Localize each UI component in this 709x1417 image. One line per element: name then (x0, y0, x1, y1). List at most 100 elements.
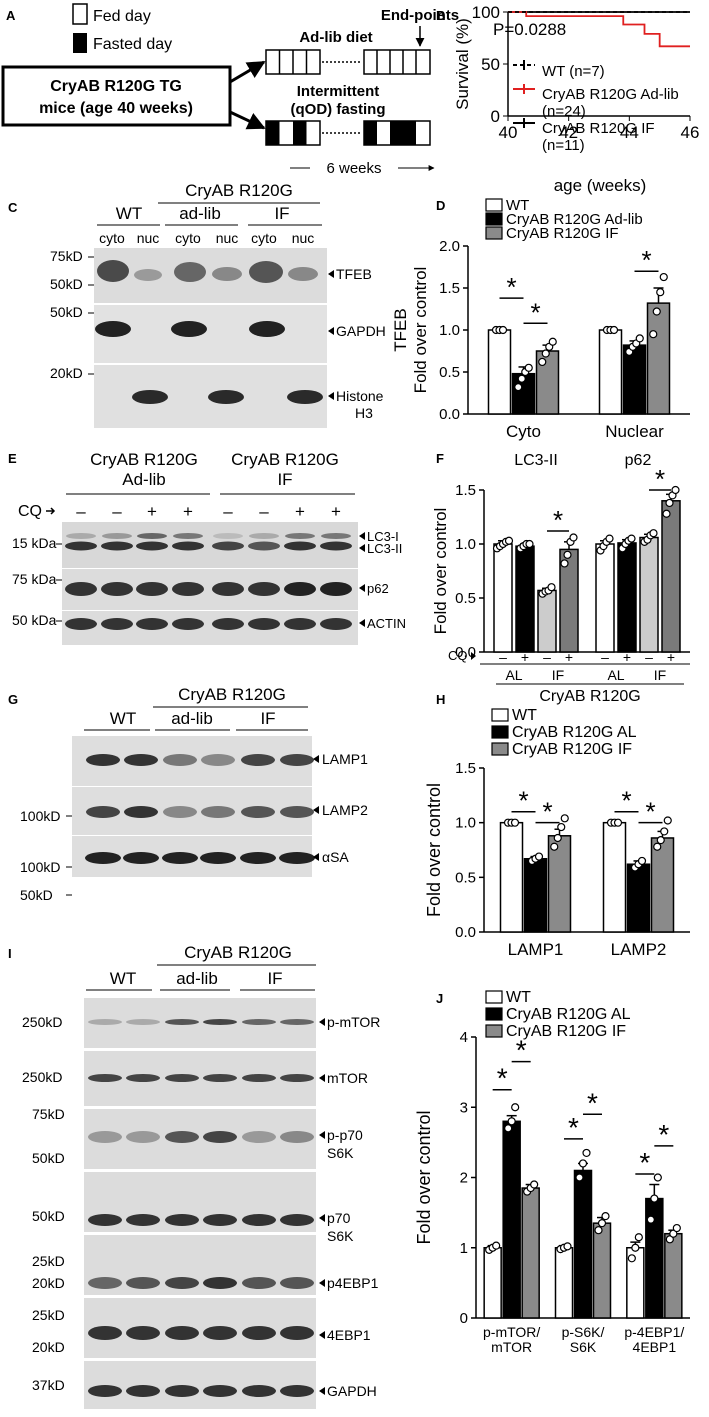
chart-j-sig-star: * (516, 1035, 527, 1066)
chart-h-point (557, 822, 566, 832)
blot-i-band-p70: p70 (327, 1210, 351, 1226)
survival-x-tick-label: 42 (559, 123, 578, 142)
blot-e-marker-3: 50 kDa (12, 612, 57, 628)
blot-e-band-lc3-ii: LC3-II (367, 541, 402, 556)
chart-h-point (534, 852, 544, 861)
blot-g-band-lamp1: LAMP1 (322, 751, 368, 767)
chart-h-point (553, 833, 562, 843)
blot-c-lane-6: nuc (292, 230, 315, 246)
chart-j-y-tick-label: 2 (460, 1170, 468, 1187)
panel-letter-c: C (8, 200, 18, 215)
actin-band-6 (248, 618, 280, 630)
p-p70-s6k-band-1 (88, 1131, 122, 1143)
if-timeline (265, 120, 431, 146)
blot-e-group-2-line-1: CryAB R120G (231, 450, 339, 469)
blot-g-group-wt: WT (110, 709, 136, 728)
mtor-bar-chart: 0 1 2 3 4 p-mTOR/mTOR p-S6K/S6K p-4EBP1/4EBP1 * *… (414, 989, 690, 1355)
p4ebp1-band-5 (242, 1277, 276, 1289)
p70-s6k-band-4 (203, 1214, 237, 1226)
p70-s6k-band-1 (88, 1214, 122, 1226)
p62-band-1 (65, 582, 97, 596)
lc3-ii-band-7 (284, 541, 316, 551)
blot-i-group-if: IF (267, 969, 282, 988)
blot-c-group-if: IF (274, 204, 289, 223)
chart-d-point (656, 288, 665, 297)
blot-i-group-adlib: ad-lib (176, 969, 218, 988)
p62-band-7 (284, 582, 316, 596)
chart-j-legend-label: WT (506, 989, 531, 1006)
p-mtor-band-2 (126, 1019, 160, 1025)
lc3-ii-band-5 (212, 541, 244, 551)
lc3-i-band-4 (173, 533, 203, 539)
actin-band-8 (320, 618, 352, 630)
blot-c-group-adlib: ad-lib (179, 204, 221, 223)
p-p70-s6k-band-5 (242, 1131, 276, 1143)
chart-f-point (569, 533, 578, 542)
lamp1-band-1 (86, 754, 120, 766)
chart-j-legend-swatch (485, 1007, 503, 1021)
cq-sign: + (147, 502, 157, 521)
survival-y-tick-label: 0 (491, 107, 500, 126)
p-mtor-band-4 (203, 1019, 237, 1025)
lc3-ii-band-4 (172, 541, 204, 551)
chart-j-point (507, 1117, 516, 1126)
chart-j-bar (521, 1187, 540, 1319)
blot-i-group-top: CryAB R120G (184, 943, 292, 962)
mtor-band-4 (203, 1074, 237, 1082)
blot-i-band-gapdh: GAPDH (327, 1383, 377, 1399)
chart-f-y-tick-label: 1.0 (455, 536, 476, 553)
chart-f-point (525, 539, 534, 549)
chart-h-y-tick-label: 1.0 (455, 815, 476, 832)
chart-j-sig-star: * (639, 1147, 650, 1178)
chart-d-legend-swatch (485, 198, 503, 212)
chart-f-cq-sign: – (499, 649, 507, 665)
fed-day-label: Fed day (93, 8, 151, 25)
survival-y-label: Survival (%) (453, 18, 472, 110)
blot-g-marker-1: 100kD (20, 808, 60, 824)
chart-h-bar (499, 821, 524, 933)
chart-f-point (627, 534, 636, 543)
chart-j-legend-swatch (485, 1024, 503, 1038)
lc3-ii-band-2 (101, 541, 133, 551)
chart-f-cq-sign: + (521, 649, 529, 665)
chart-j-point (646, 1215, 655, 1224)
chart-h-legend-label: WT (512, 707, 537, 724)
p4ebp1-band-1 (88, 1277, 122, 1289)
chart-f-point (560, 559, 569, 568)
gapdh-band-4 (203, 1385, 237, 1397)
p4ebp1-band-2 (126, 1277, 160, 1289)
mtor-band-3 (165, 1074, 199, 1082)
blot-i-band-mtor: mTOR (327, 1070, 368, 1086)
survival-y-tick-label: 100 (472, 3, 500, 22)
chart-d-point (652, 307, 661, 316)
chart-h-point (656, 836, 665, 845)
blot-e-band-actin: ACTIN (367, 616, 406, 631)
blot-i-4ebp1 (84, 1298, 316, 1358)
blot-i-marker-2: 250kD (22, 1069, 62, 1085)
survival-chart: 0 50 100 40 42 44 46 age (weeks) Survival (%) WT … (453, 3, 699, 195)
lamp1-band-4 (201, 754, 235, 766)
chart-d-point (635, 334, 644, 343)
survival-legend-adlib: CryAB R120G Ad-lib (n=24) (542, 86, 679, 120)
gapdh-band-2 (126, 1385, 160, 1397)
blot-i-group-wt: WT (110, 969, 136, 988)
blot-i-band-p-mtor: p-mTOR (327, 1014, 380, 1030)
chart-f-diet-label: AL (505, 667, 522, 683)
blot-e-cq-signs: – – + + – – + + (76, 502, 341, 521)
chart-f-point (605, 534, 614, 543)
actin-band-2 (101, 618, 133, 630)
4ebp1-band-3 (165, 1326, 199, 1340)
p62-band-5 (212, 582, 244, 596)
chart-d-y-tick-label: 2.0 (439, 238, 460, 255)
chart-d-sig-star: * (506, 272, 516, 302)
chart-f-cq-arrow-icon (471, 652, 476, 660)
fasted-day-label: Fasted day (93, 36, 172, 53)
blot-g-group-if: IF (260, 709, 275, 728)
survival-y-tick-label: 50 (481, 55, 500, 74)
chart-j-legend-label: CryAB R120G AL (506, 1006, 631, 1023)
lamp2-band-3 (163, 806, 197, 818)
chart-d-y-tick-label: 0.0 (439, 406, 460, 423)
blot-c-lane-3: cyto (175, 230, 201, 246)
blot-c-lane-5: cyto (251, 230, 277, 246)
blot-i-band-p-p70: p-p70 (327, 1127, 363, 1143)
